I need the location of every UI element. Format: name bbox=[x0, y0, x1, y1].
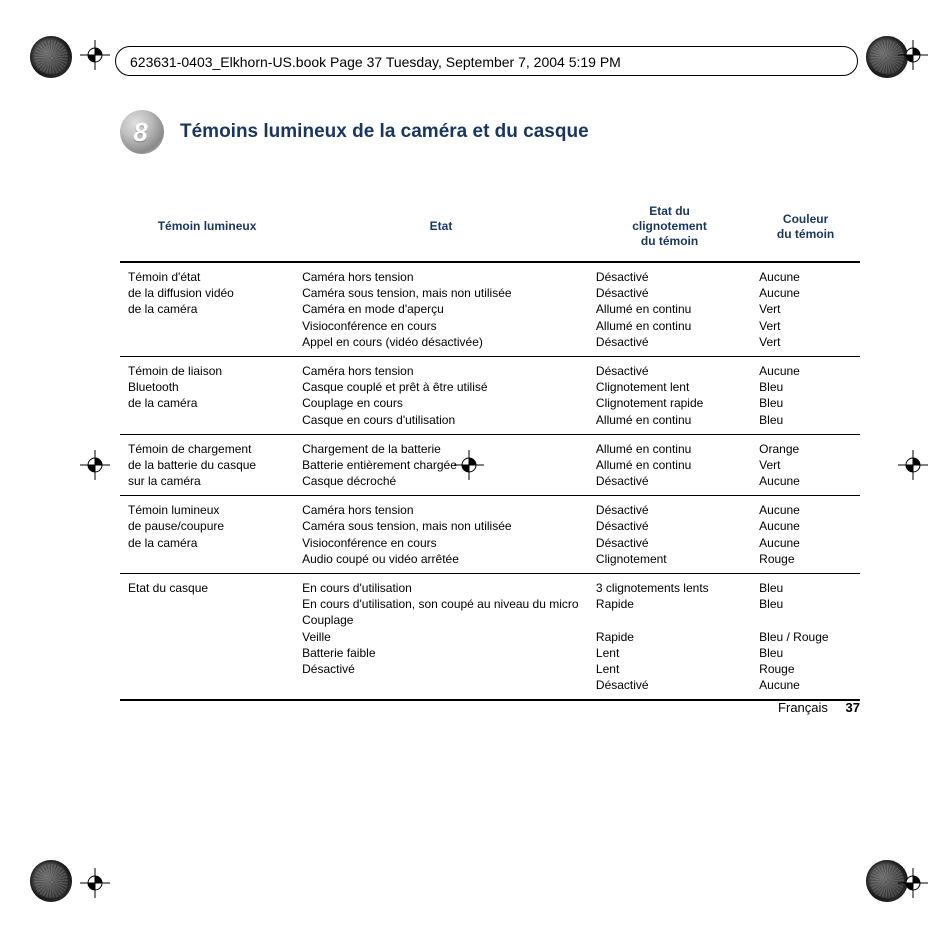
crop-mark-icon bbox=[80, 450, 110, 480]
cell-indicator: Témoin d'étatde la diffusion vidéode la … bbox=[120, 262, 294, 356]
col-header-blink: Etat duclignotementdu témoin bbox=[588, 194, 751, 262]
section-title: Témoins lumineux de la caméra et du casq… bbox=[180, 121, 589, 143]
page-footer: Français 37 bbox=[778, 700, 860, 715]
cell-state: Caméra hors tensionCaméra sous tension, … bbox=[294, 496, 588, 574]
ornament-icon bbox=[30, 36, 72, 78]
cell-color: AucuneAucuneVertVertVert bbox=[751, 262, 860, 356]
cell-color: BleuBleuBleu / RougeBleuRougeAucune bbox=[751, 574, 860, 701]
step-badge: 8 bbox=[120, 110, 164, 154]
table-row: Témoin de liaisonBluetoothde la caméra C… bbox=[120, 356, 860, 434]
cell-blink: Allumé en continuAllumé en continuDésact… bbox=[588, 434, 751, 496]
footer-language: Français bbox=[778, 700, 828, 715]
ornament-icon bbox=[866, 36, 908, 78]
cell-indicator: Témoin de liaisonBluetoothde la caméra bbox=[120, 356, 294, 434]
cell-color: AucuneBleuBleuBleu bbox=[751, 356, 860, 434]
cell-indicator: Etat du casque bbox=[120, 574, 294, 701]
col-header-state: Etat bbox=[294, 194, 588, 262]
cell-state: Chargement de la batterieBatterie entièr… bbox=[294, 434, 588, 496]
cell-blink: DésactivéDésactivéDésactivéClignotement bbox=[588, 496, 751, 574]
table-header-row: Témoin lumineux Etat Etat duclignotement… bbox=[120, 194, 860, 262]
page-content: 8 Témoins lumineux de la caméra et du ca… bbox=[120, 110, 860, 701]
cell-blink: DésactivéClignotement lentClignotement r… bbox=[588, 356, 751, 434]
col-header-color: Couleurdu témoin bbox=[751, 194, 860, 262]
cell-indicator: Témoin de chargementde la batterie du ca… bbox=[120, 434, 294, 496]
footer-page-number: 37 bbox=[846, 700, 860, 715]
table-row: Témoin de chargementde la batterie du ca… bbox=[120, 434, 860, 496]
crop-mark-icon bbox=[898, 450, 928, 480]
col-header-indicator: Témoin lumineux bbox=[120, 194, 294, 262]
cell-color: OrangeVertAucune bbox=[751, 434, 860, 496]
cell-state: Caméra hors tensionCasque couplé et prêt… bbox=[294, 356, 588, 434]
crop-mark-icon bbox=[80, 868, 110, 898]
cell-blink: 3 clignotements lentsRapideRapideLentLen… bbox=[588, 574, 751, 701]
cell-indicator: Témoin lumineuxde pause/coupurede la cam… bbox=[120, 496, 294, 574]
table-row: Témoin d'étatde la diffusion vidéode la … bbox=[120, 262, 860, 356]
cell-color: AucuneAucuneAucuneRouge bbox=[751, 496, 860, 574]
table-row: Témoin lumineuxde pause/coupurede la cam… bbox=[120, 496, 860, 574]
led-indicator-table: Témoin lumineux Etat Etat duclignotement… bbox=[120, 194, 860, 701]
cell-state: Caméra hors tensionCaméra sous tension, … bbox=[294, 262, 588, 356]
crop-mark-icon bbox=[80, 40, 110, 70]
ornament-icon bbox=[866, 860, 908, 902]
section-heading: 8 Témoins lumineux de la caméra et du ca… bbox=[120, 110, 860, 154]
step-number: 8 bbox=[120, 110, 164, 154]
cell-blink: DésactivéDésactivéAllumé en continuAllum… bbox=[588, 262, 751, 356]
cell-state: En cours d'utilisationEn cours d'utilisa… bbox=[294, 574, 588, 701]
ornament-icon bbox=[30, 860, 72, 902]
table-row: Etat du casque En cours d'utilisationEn … bbox=[120, 574, 860, 701]
print-header: 623631-0403_Elkhorn-US.book Page 37 Tues… bbox=[115, 46, 858, 76]
